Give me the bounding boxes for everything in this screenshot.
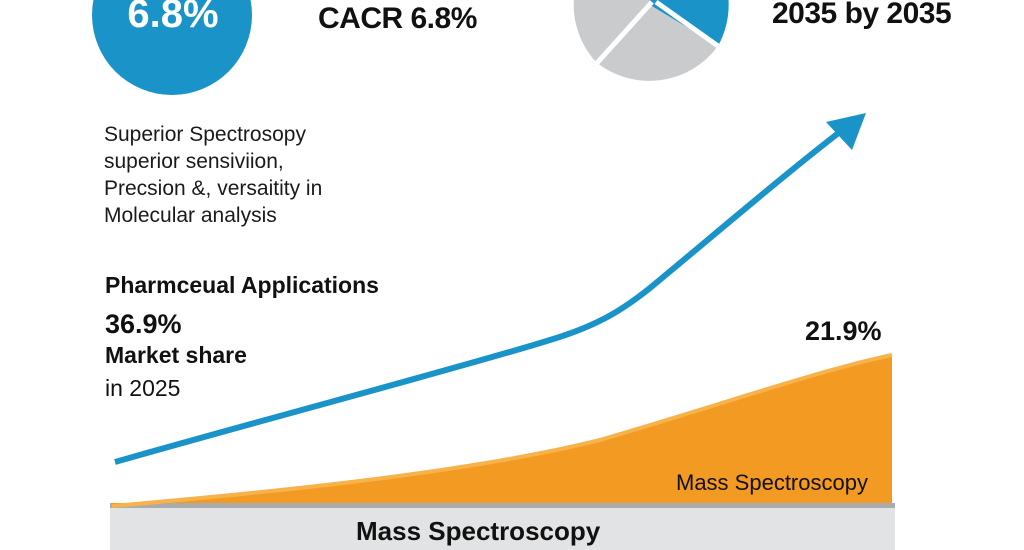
pharma-label: Market share	[105, 342, 247, 368]
growth-line	[114, 125, 847, 465]
pharma-title: Pharmceual Applications	[105, 272, 379, 298]
description-line: Superior Spectrosopy	[104, 123, 306, 146]
cagr-circle-value: 6.8%	[127, 0, 219, 36]
forecast-label: 2035 by 2035	[772, 0, 952, 30]
cagr-circle	[92, 0, 252, 95]
pharma-value: 36.9%	[105, 309, 182, 339]
description-line: Molecular analysis	[104, 204, 277, 227]
bottom-band	[110, 505, 895, 550]
area-value: 21.9%	[805, 316, 882, 346]
pharma-block: Pharmceual Applications 36.9% Market sha…	[105, 272, 379, 402]
description-line: superior sensiviion,	[104, 150, 284, 173]
pie-chart-icon	[573, 0, 729, 81]
cagr-label: CACR 6.8%	[318, 2, 477, 35]
description-line: Precsion &, versaitity in	[104, 177, 323, 200]
bottom-band-label: Mass Spectroscopy	[356, 516, 601, 546]
description: Superior Spectrosopy superior sensiviion…	[104, 121, 322, 229]
trend-arrow-up-icon	[826, 113, 866, 150]
area-label: Mass Spectroscopy	[676, 470, 868, 495]
market-area	[112, 355, 892, 506]
pharma-year: in 2025	[105, 375, 181, 401]
